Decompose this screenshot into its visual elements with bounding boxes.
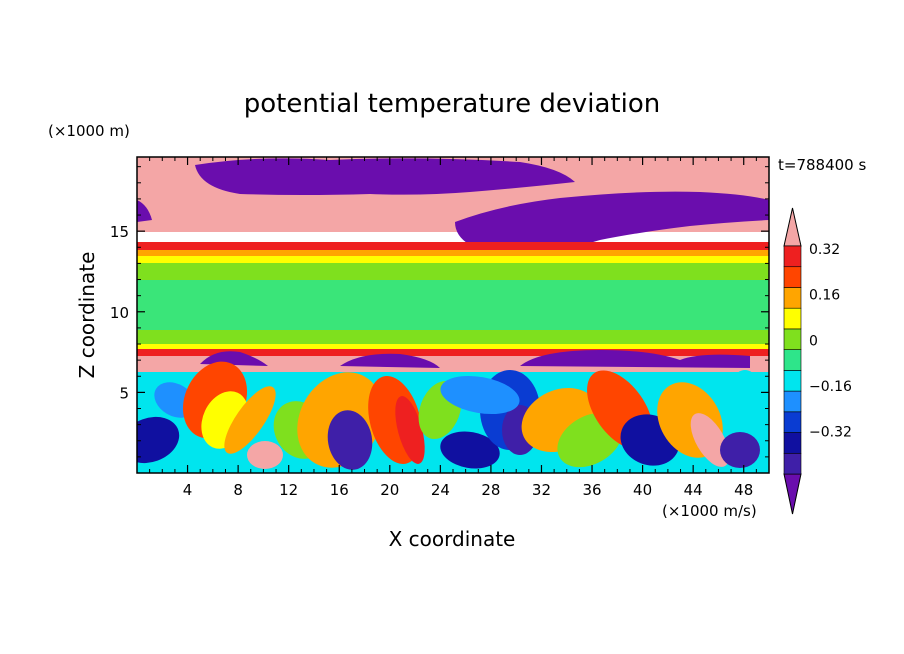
colorbar-segment	[783, 287, 802, 309]
y-tick-label: 5	[119, 384, 129, 402]
colorbar: 0.32 0.16 0 −0.16 −0.32	[783, 207, 852, 515]
x-tick-label: 16	[330, 481, 349, 499]
boundary-layer-eddies	[137, 361, 763, 470]
x-axis-title: X coordinate	[389, 527, 516, 551]
y-unit-label: (×1000 m)	[48, 122, 130, 140]
y-tick-label: 15	[110, 223, 129, 241]
colorbar-bottom-arrow	[783, 473, 802, 515]
upper-red-band	[137, 242, 769, 250]
eddy	[224, 386, 276, 454]
colorbar-segment	[783, 411, 802, 433]
y-axis: 5 10 15	[110, 166, 769, 458]
colorbar-tick-label: 0	[809, 333, 818, 349]
lower-yellow-band	[137, 344, 769, 349]
x-axis: 4 8 12 16 20 24 28 32 36 40 44 48	[149, 157, 757, 499]
x-tick-label: 36	[582, 481, 601, 499]
colorbar-segment	[783, 432, 802, 454]
x-tick-label: 32	[532, 481, 551, 499]
lower-purple-caps	[200, 350, 750, 368]
colorbar-segment	[783, 245, 802, 268]
time-label: t=788400 s	[778, 156, 866, 174]
lower-red-band	[137, 349, 769, 356]
upper-purple-left-edge	[137, 200, 152, 222]
eddy	[727, 370, 763, 430]
x-tick-label: 44	[684, 481, 703, 499]
x-unit-label: (×1000 m/s)	[662, 502, 757, 520]
eddy	[395, 396, 425, 464]
colorbar-tick-label: −0.16	[809, 379, 852, 395]
eddy	[440, 375, 520, 415]
colorbar-tick-label: 0.16	[809, 288, 840, 304]
eddy	[137, 416, 180, 464]
x-tick-label: 48	[734, 481, 753, 499]
colorbar-tick-label: −0.32	[809, 424, 852, 440]
eddy	[690, 413, 730, 467]
x-tick-label: 4	[183, 481, 193, 499]
upper-purple-blob-left	[195, 158, 575, 195]
eddy	[720, 432, 760, 468]
upper-orange-band	[137, 250, 769, 256]
mid-aqua-band	[137, 280, 769, 330]
colorbar-segment	[783, 328, 802, 350]
colorbar-segment	[783, 307, 802, 330]
colorbar-segment	[783, 390, 802, 413]
x-tick-label: 20	[380, 481, 399, 499]
eddy	[247, 441, 283, 469]
eddy	[327, 410, 373, 470]
y-axis-title: Z coordinate	[75, 252, 99, 379]
x-tick-label: 40	[633, 481, 652, 499]
x-tick-label: 12	[279, 481, 298, 499]
eddy	[440, 431, 500, 469]
colorbar-segment	[783, 349, 802, 371]
upper-yellow-band	[137, 256, 769, 263]
colorbar-tick-label: 0.32	[809, 242, 840, 258]
colorbar-segment	[783, 452, 802, 475]
colorbar-segment	[783, 266, 802, 288]
x-tick-label: 8	[233, 481, 243, 499]
x-tick-label: 28	[481, 481, 500, 499]
x-tick-label: 24	[431, 481, 450, 499]
colorbar-segment	[783, 370, 802, 392]
contour-field	[137, 157, 769, 473]
y-tick-label: 10	[110, 304, 129, 322]
colorbar-top-arrow	[783, 207, 802, 247]
chart-title: potential temperature deviation	[244, 89, 660, 119]
